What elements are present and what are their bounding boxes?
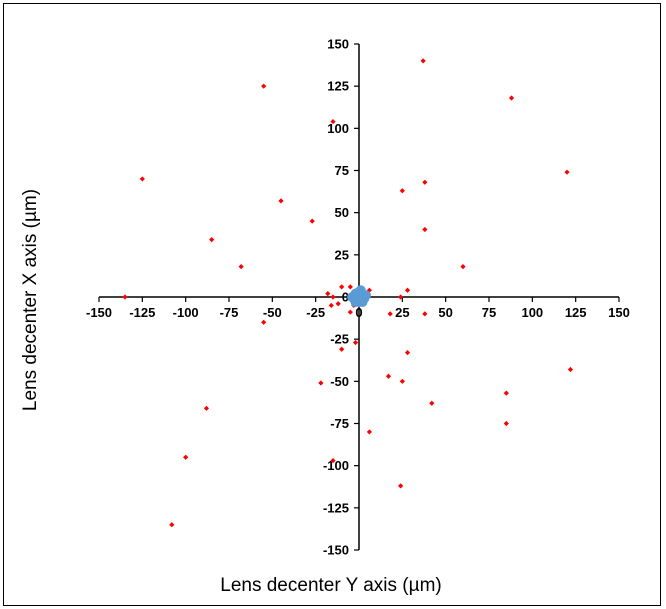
data-point	[347, 284, 353, 290]
data-point	[335, 301, 341, 307]
tick-labels: -150 -125 -100 -75 -50 -25 0 25 50 75 100 125 150 -15…	[86, 37, 630, 558]
x-tick-label: 50	[438, 305, 452, 320]
data-point	[339, 346, 345, 352]
scatter-chart: -150 -125 -100 -75 -50 -25 0 25 50 75 100 125 150 -15…	[20, 37, 630, 597]
data-point	[183, 454, 189, 460]
data-point	[567, 366, 574, 373]
y-tick-label: -125	[323, 500, 349, 515]
data-point	[422, 311, 428, 317]
data-point	[508, 95, 515, 101]
data-point	[309, 218, 315, 224]
data-point	[318, 380, 324, 386]
y-tick-label: -150	[323, 543, 349, 558]
x-tick-label: 75	[482, 305, 496, 320]
x-tick-label: 125	[565, 305, 587, 320]
x-tick-label: -100	[173, 305, 199, 320]
y-tick-label: 25	[335, 247, 349, 262]
x-tick-label: 150	[608, 305, 630, 320]
data-point-cluster	[355, 285, 366, 296]
x-tick-label: -150	[86, 305, 112, 320]
data-point	[422, 226, 428, 233]
data-point	[169, 522, 175, 528]
chart-frame: -150 -125 -100 -75 -50 -25 0 25 50 75 100 125 150 -15…	[3, 3, 661, 606]
data-point	[387, 311, 393, 317]
data-point	[325, 291, 331, 297]
data-point	[261, 83, 267, 89]
data-point	[503, 420, 509, 427]
data-point	[139, 176, 145, 182]
data-point	[330, 458, 336, 464]
data-point	[429, 400, 435, 406]
data-point	[399, 378, 405, 384]
y-tick-label: 75	[335, 163, 349, 178]
data-point	[366, 287, 372, 293]
data-point	[398, 294, 404, 300]
data-point	[503, 390, 509, 396]
data-point	[460, 264, 466, 270]
data-point	[404, 350, 411, 356]
data-point	[347, 309, 353, 315]
y-tick-label: 150	[327, 37, 349, 52]
y-tick-label: 0	[342, 290, 349, 305]
x-tick-label: -50	[263, 305, 282, 320]
x-tick-label: -25	[306, 305, 325, 320]
data-point	[422, 179, 428, 185]
data-point	[420, 58, 426, 64]
data-point	[564, 169, 570, 175]
data-point	[261, 319, 267, 325]
y-tick-label: 100	[327, 121, 349, 136]
data-point	[399, 188, 405, 194]
x-axis-title: Lens decenter Y axis (µm)	[220, 575, 441, 596]
x-tick-label: -125	[129, 305, 155, 320]
y-tick-label: -100	[323, 458, 349, 473]
data-point	[278, 198, 284, 204]
data-point	[352, 339, 359, 346]
y-axis-title: Lens decenter X axis (µm)	[20, 189, 41, 411]
x-tick-label: 100	[521, 305, 543, 320]
y-tick-label: -25	[330, 332, 349, 347]
y-tick-label: -50	[330, 374, 349, 389]
data-point	[209, 237, 215, 243]
data-point	[330, 118, 336, 125]
data-point	[398, 483, 404, 489]
y-tick-label: -75	[330, 416, 349, 431]
x-tick-label: -75	[220, 305, 239, 320]
y-tick-label: 125	[327, 79, 349, 94]
data-point	[328, 302, 334, 309]
data-points	[122, 58, 574, 528]
data-point	[203, 405, 210, 411]
y-tick-label: 50	[335, 205, 349, 220]
data-point	[404, 287, 411, 293]
data-point-cluster	[347, 292, 358, 302]
data-point	[366, 429, 372, 435]
data-point	[238, 264, 244, 270]
data-point	[339, 284, 345, 290]
x-tick-label: 25	[395, 305, 409, 320]
x-tick-label: 0	[355, 305, 362, 320]
data-point	[385, 373, 392, 379]
data-point	[122, 294, 128, 300]
data-point	[330, 294, 336, 300]
